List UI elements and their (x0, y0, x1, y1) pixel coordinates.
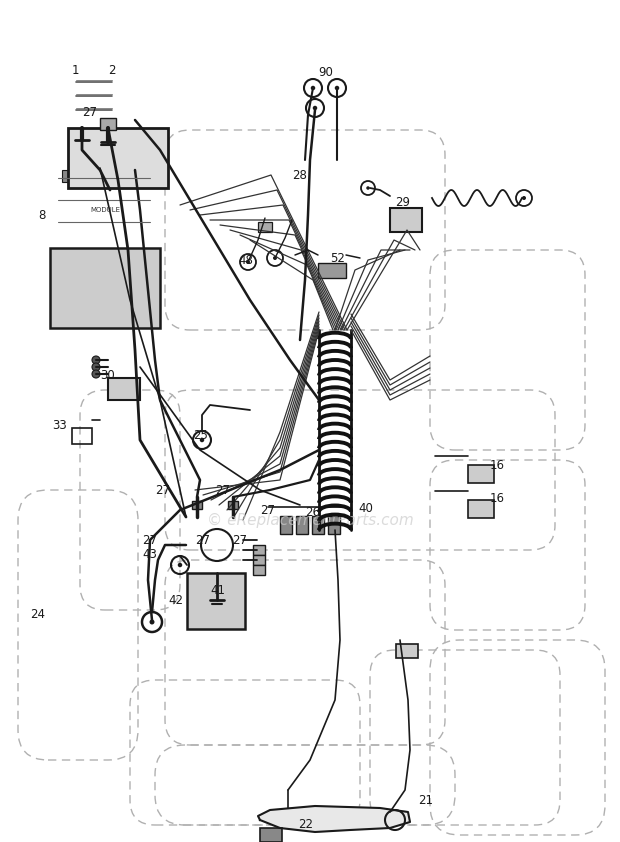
Bar (228, 501, 238, 509)
Text: 27: 27 (142, 534, 157, 546)
Text: 27: 27 (195, 534, 210, 546)
Circle shape (366, 186, 370, 189)
Text: 27: 27 (232, 534, 247, 546)
Text: 40: 40 (358, 502, 373, 514)
Circle shape (335, 86, 339, 90)
Circle shape (273, 256, 277, 260)
Text: 27: 27 (215, 483, 230, 497)
Text: 48: 48 (238, 253, 253, 267)
Text: © eReplacementParts.com: © eReplacementParts.com (206, 513, 414, 527)
Circle shape (178, 562, 182, 568)
Circle shape (92, 370, 100, 378)
Text: 27: 27 (82, 105, 97, 119)
Bar (328, 516, 340, 534)
Bar (187, 573, 245, 629)
Bar (253, 545, 265, 555)
Text: 16: 16 (490, 459, 505, 472)
Bar (100, 118, 116, 130)
Bar (258, 222, 272, 232)
Bar (62, 170, 80, 182)
Bar (312, 516, 324, 534)
Circle shape (92, 363, 100, 371)
Text: 2: 2 (108, 63, 115, 77)
Bar (280, 516, 292, 534)
Bar (68, 128, 168, 188)
Bar (134, 170, 152, 182)
Bar (108, 378, 140, 400)
Bar (86, 170, 104, 182)
Bar (468, 500, 494, 518)
Circle shape (92, 356, 100, 364)
Polygon shape (258, 806, 410, 832)
Text: 27: 27 (260, 504, 275, 516)
Circle shape (522, 196, 526, 200)
Text: 28: 28 (292, 168, 307, 182)
Circle shape (311, 86, 315, 90)
Text: 25: 25 (193, 429, 208, 441)
Text: 1: 1 (72, 63, 79, 77)
Text: 33: 33 (52, 418, 67, 431)
Text: 21: 21 (418, 793, 433, 807)
Text: 90: 90 (318, 66, 333, 78)
Bar (390, 208, 422, 232)
Bar (253, 565, 265, 575)
Circle shape (149, 620, 154, 625)
Text: 29: 29 (395, 195, 410, 209)
Text: 8: 8 (38, 209, 45, 221)
Circle shape (312, 106, 317, 110)
Text: 22: 22 (298, 818, 313, 832)
Bar (110, 170, 128, 182)
Bar (318, 263, 346, 278)
Bar (192, 501, 202, 509)
Text: 41: 41 (210, 584, 225, 596)
Text: 30: 30 (100, 369, 115, 381)
Text: 52: 52 (330, 252, 345, 264)
Bar (50, 248, 160, 328)
Text: MODULE: MODULE (90, 207, 120, 213)
Bar (468, 465, 494, 483)
Text: 26: 26 (305, 505, 320, 519)
Circle shape (200, 438, 204, 442)
Text: 42: 42 (168, 594, 183, 606)
Text: 43: 43 (142, 548, 157, 562)
Circle shape (246, 260, 250, 264)
Text: 27: 27 (155, 483, 170, 497)
Bar (296, 516, 308, 534)
Bar (72, 428, 92, 444)
Text: 24: 24 (30, 609, 45, 621)
Text: 16: 16 (490, 492, 505, 504)
Bar (260, 828, 282, 842)
Bar (253, 555, 265, 565)
Bar (396, 644, 418, 658)
